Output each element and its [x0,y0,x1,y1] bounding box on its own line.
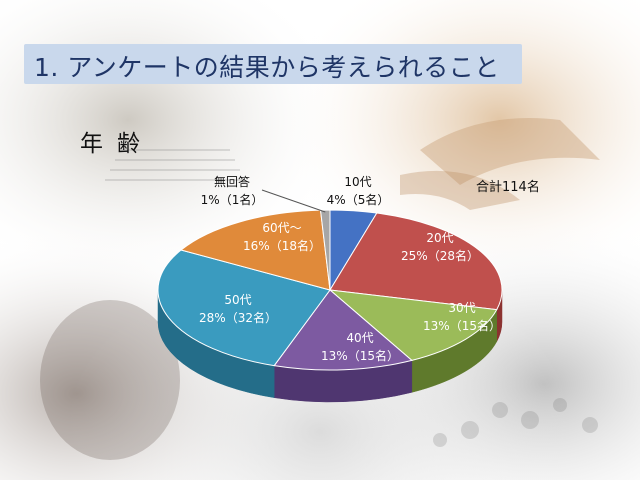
pie-slice-3 [273,289,413,371]
slice-value-6: 1%（1名） [201,192,264,207]
slice-value-3: 13%（15名） [321,348,399,363]
slice-value-2: 13%（15名） [423,318,501,333]
slice-value-1: 25%（28名） [401,248,479,263]
page-title: 1. アンケートの結果から考えられること [34,53,500,82]
slice-label-2: 30代 [448,301,475,315]
slice-label-5: 60代～ [262,221,301,235]
slice-label-4: 50代 [224,293,251,307]
slice-value-4: 28%（32名） [199,310,277,325]
slice-label-0: 10代 [344,175,371,189]
slice-value-0: 4%（5名） [327,192,390,207]
title-bar: 1. アンケートの結果から考えられること [24,44,522,84]
slice-label-1: 20代 [426,231,453,245]
pie-slice-5 [179,209,331,291]
slice-value-5: 16%（18名） [243,238,321,253]
total-label: 合計114名 [476,180,540,195]
leader-line [261,189,326,213]
slice-label-3: 40代 [346,331,373,345]
slice-label-6: 無回答 [214,174,250,189]
pie-slice-2 [328,289,498,361]
pie-slice-1 [329,212,503,311]
chart-subtitle: 年齢 [80,131,154,157]
